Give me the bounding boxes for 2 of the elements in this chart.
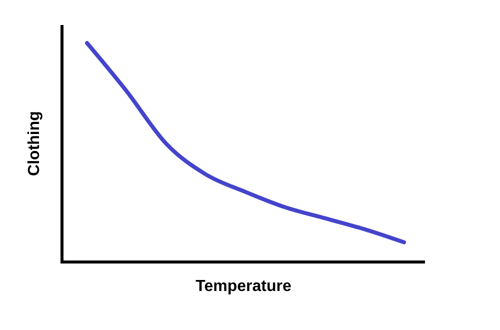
y-axis-title: Clothing: [26, 111, 43, 176]
x-axis-title: Temperature: [196, 278, 292, 295]
